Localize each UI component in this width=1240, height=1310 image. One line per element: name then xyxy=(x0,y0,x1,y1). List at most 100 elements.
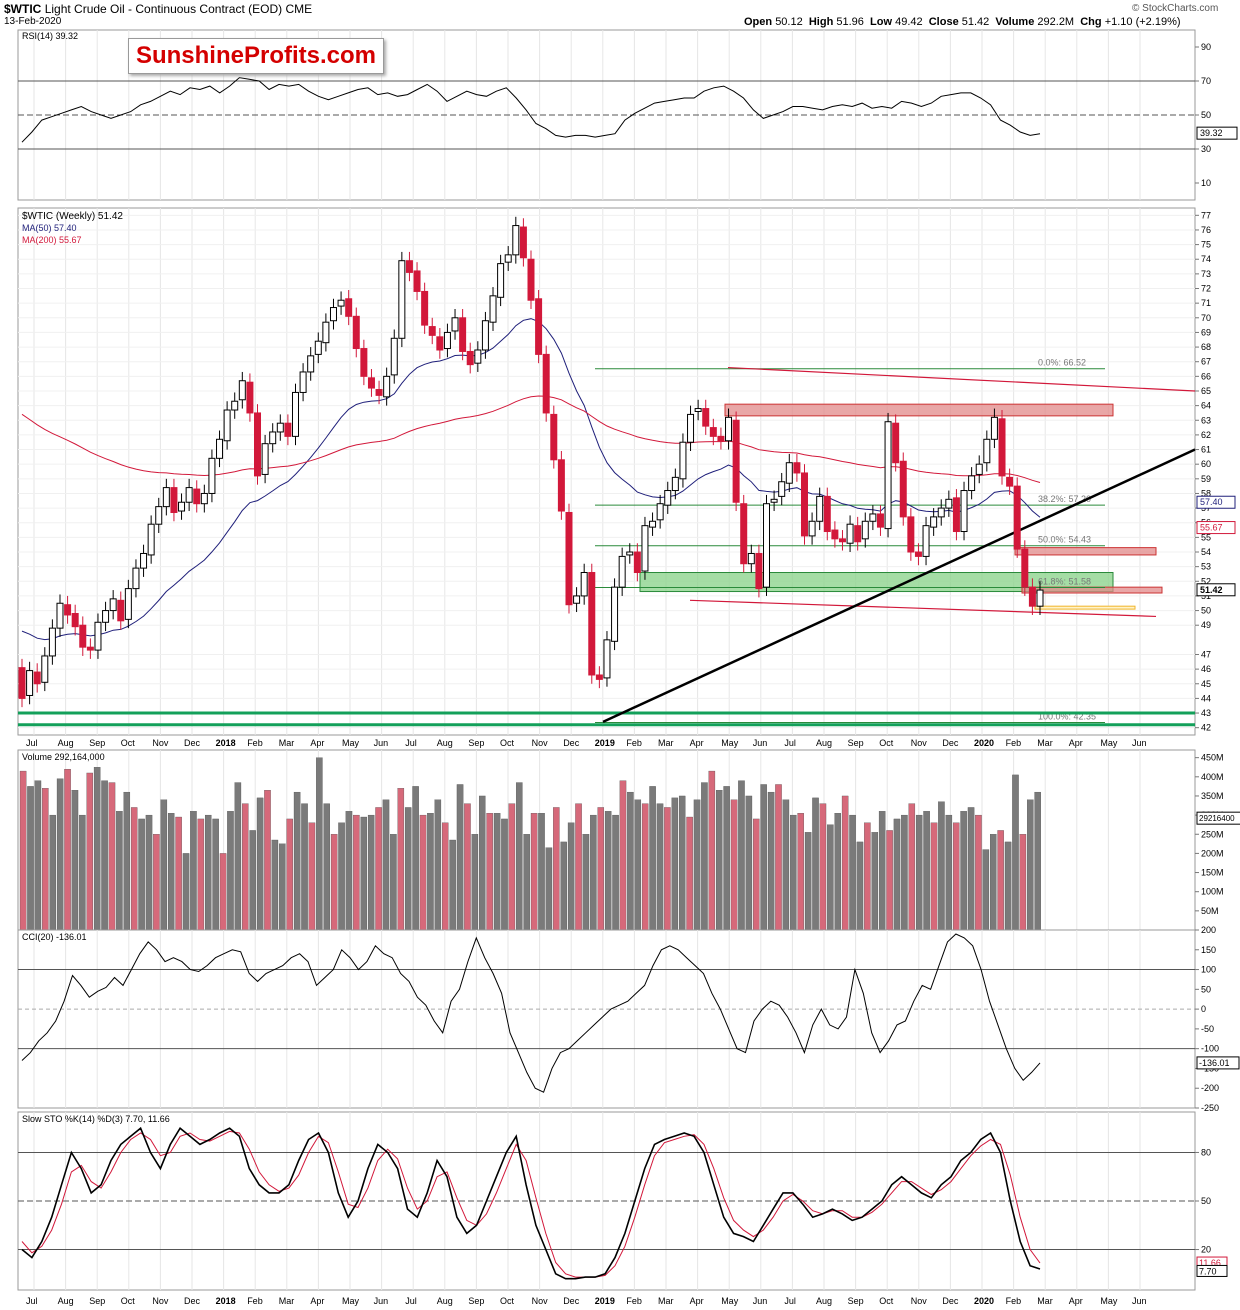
volume-bar xyxy=(641,803,649,931)
ma200-legend: MA(200) 55.67 xyxy=(22,235,82,245)
x-axis-label: Feb xyxy=(247,738,263,748)
volume-bar xyxy=(715,790,723,931)
candle-body xyxy=(246,381,254,414)
x-axis-label: Nov xyxy=(911,738,928,748)
candle-body xyxy=(694,408,702,412)
chart-date: 13-Feb-2020 xyxy=(4,16,62,27)
candle-body xyxy=(899,460,907,518)
price-axis-tick: 70 xyxy=(1201,313,1211,323)
volume-bar xyxy=(301,803,308,931)
rsi-axis-tick: 70 xyxy=(1201,76,1211,86)
price-axis-tick: 55 xyxy=(1201,532,1211,542)
volume-bar xyxy=(434,799,442,931)
volume-bar xyxy=(886,830,893,931)
volume-bar xyxy=(456,784,464,931)
candle-body xyxy=(557,459,565,512)
candle-body xyxy=(208,457,216,494)
candle-body xyxy=(360,348,368,377)
open-label: Open xyxy=(744,16,773,28)
volume-bar xyxy=(79,814,86,931)
candle-body xyxy=(398,260,406,339)
volume-bar xyxy=(101,780,108,931)
volume-bar xyxy=(227,811,234,931)
candle-body xyxy=(1021,548,1029,588)
volume-bar xyxy=(493,813,501,931)
x-axis-label: Dec xyxy=(184,738,201,748)
x-axis-label-bottom: Apr xyxy=(1069,1296,1083,1306)
x-axis-label-bottom: May xyxy=(1100,1296,1118,1306)
candle-body xyxy=(329,307,337,322)
volume-bar xyxy=(501,818,508,931)
volume-bar xyxy=(264,790,271,931)
volume-bar xyxy=(419,814,427,931)
volume-bar xyxy=(27,786,34,931)
x-axis-label: Jun xyxy=(374,738,389,748)
price-title: $WTIC (Weekly) 51.42 xyxy=(22,211,123,222)
price-axis-tick: 42 xyxy=(1201,723,1211,733)
cci-axis-tick: -250 xyxy=(1201,1103,1219,1113)
yellow-zone xyxy=(1034,605,1136,610)
x-axis-label: Sep xyxy=(468,738,484,748)
price-axis-tick: 69 xyxy=(1201,327,1211,337)
x-axis-label-bottom: Apr xyxy=(690,1296,704,1306)
volume-axis-tick: 150M xyxy=(1201,868,1224,878)
candle-body xyxy=(656,503,664,521)
x-axis-label-bottom: Mar xyxy=(658,1296,674,1306)
candle-body xyxy=(846,523,854,544)
volume-bar xyxy=(404,807,412,931)
candle-body xyxy=(618,555,626,588)
candle-body xyxy=(709,427,717,437)
candle-body xyxy=(1036,589,1044,607)
rsi-axis-tick: 90 xyxy=(1201,42,1211,52)
x-axis-label-bottom: Mar xyxy=(1037,1296,1053,1306)
sto-d-line xyxy=(21,1130,1041,1278)
volume-bar xyxy=(775,784,782,931)
volume-bar xyxy=(604,811,612,931)
x-axis-label-bottom: 2018 xyxy=(216,1296,236,1306)
volume-bar xyxy=(952,822,960,931)
candle-body xyxy=(732,419,740,503)
candle-body xyxy=(383,375,391,398)
ma200-last-value: 55.67 xyxy=(1200,523,1223,533)
volume-bar xyxy=(567,822,575,931)
candle-body xyxy=(747,552,755,565)
volume-value: 292.2M xyxy=(1037,16,1075,28)
volume-bar xyxy=(256,797,264,931)
volume-bar xyxy=(849,814,856,931)
volume-bar xyxy=(242,803,249,931)
x-axis-label: Mar xyxy=(658,738,674,748)
x-axis-label: Oct xyxy=(500,738,515,748)
x-axis-label-bottom: Sep xyxy=(89,1296,105,1306)
volume-axis-tick: 350M xyxy=(1201,791,1224,801)
x-axis-label: 2019 xyxy=(595,738,615,748)
candle-body xyxy=(451,317,459,332)
candle-body xyxy=(102,610,110,623)
price-axis-tick: 46 xyxy=(1201,664,1211,674)
volume-axis-tick: 450M xyxy=(1201,753,1224,763)
candle-body xyxy=(770,498,778,503)
volume-bar xyxy=(938,801,945,931)
rsi-last-value: 39.32 xyxy=(1200,128,1223,138)
x-axis-label: Sep xyxy=(89,738,105,748)
sto-d-value: 11.66 xyxy=(1199,1258,1221,1268)
x-axis-label: Jun xyxy=(753,738,768,748)
price-axis-tick: 49 xyxy=(1201,620,1211,630)
volume-bar xyxy=(345,811,353,931)
volume-bar xyxy=(745,795,753,931)
candle-body xyxy=(238,380,246,401)
volume-bar xyxy=(997,830,1004,931)
volume-bar xyxy=(530,813,538,931)
volume-bar xyxy=(93,767,101,931)
volume-bar xyxy=(671,797,679,931)
volume-axis-tick: 200M xyxy=(1201,848,1224,858)
volume-bar xyxy=(160,799,168,931)
candle-body xyxy=(945,498,953,509)
candle-body xyxy=(109,598,117,612)
volume-bar xyxy=(790,814,797,931)
x-axis-label-bottom: Feb xyxy=(1006,1296,1022,1306)
x-axis-label: Mar xyxy=(279,738,295,748)
volume-bar xyxy=(308,822,316,931)
rsi-line xyxy=(21,77,1041,143)
price-axis-tick: 54 xyxy=(1201,547,1211,557)
